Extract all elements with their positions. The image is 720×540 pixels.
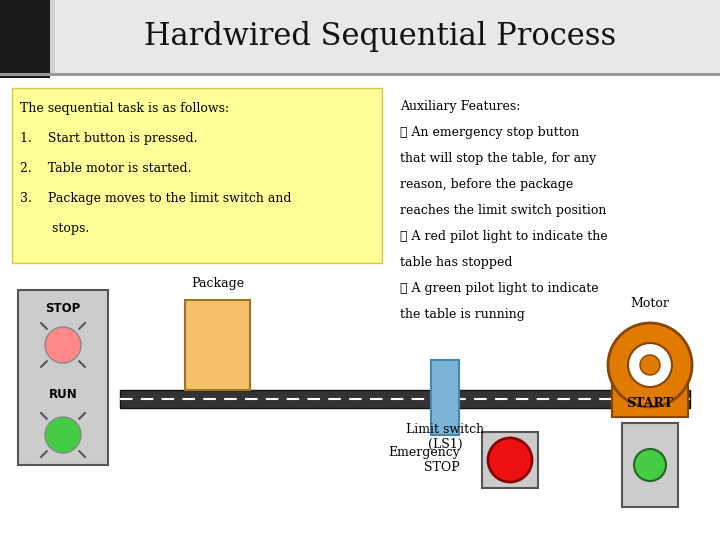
Text: Motor: Motor xyxy=(631,297,670,310)
Circle shape xyxy=(634,449,666,481)
Text: ➤ A red pilot light to indicate the: ➤ A red pilot light to indicate the xyxy=(400,230,608,243)
Text: Hardwired Sequential Process: Hardwired Sequential Process xyxy=(144,22,616,52)
Text: ➤ An emergency stop button: ➤ An emergency stop button xyxy=(400,126,580,139)
Text: that will stop the table, for any: that will stop the table, for any xyxy=(400,152,596,165)
Text: Auxiliary Features:: Auxiliary Features: xyxy=(400,100,521,113)
Text: 1.    Start button is pressed.: 1. Start button is pressed. xyxy=(20,132,197,145)
Text: The sequential task is as follows:: The sequential task is as follows: xyxy=(20,102,229,115)
Circle shape xyxy=(608,323,692,407)
Circle shape xyxy=(45,417,81,453)
Text: 3.    Package moves to the limit switch and: 3. Package moves to the limit switch and xyxy=(20,192,292,205)
Text: ➤ A green pilot light to indicate: ➤ A green pilot light to indicate xyxy=(400,282,598,295)
Circle shape xyxy=(45,327,81,363)
FancyBboxPatch shape xyxy=(185,300,250,390)
Text: stops.: stops. xyxy=(20,222,89,235)
FancyBboxPatch shape xyxy=(612,382,688,417)
Circle shape xyxy=(640,355,660,375)
Text: Emergency
STOP: Emergency STOP xyxy=(388,446,460,474)
Text: Limit switch
(LS1): Limit switch (LS1) xyxy=(406,423,484,451)
FancyBboxPatch shape xyxy=(0,0,720,75)
FancyBboxPatch shape xyxy=(482,432,538,488)
FancyBboxPatch shape xyxy=(622,423,678,507)
Circle shape xyxy=(628,343,672,387)
Circle shape xyxy=(488,438,532,482)
FancyBboxPatch shape xyxy=(12,88,382,263)
FancyBboxPatch shape xyxy=(18,290,108,465)
Text: START: START xyxy=(626,397,673,410)
Text: reason, before the package: reason, before the package xyxy=(400,178,573,191)
Text: RUN: RUN xyxy=(49,388,77,402)
FancyBboxPatch shape xyxy=(0,73,720,76)
FancyBboxPatch shape xyxy=(120,390,690,408)
Text: 2.    Table motor is started.: 2. Table motor is started. xyxy=(20,162,192,175)
FancyBboxPatch shape xyxy=(431,360,459,435)
FancyBboxPatch shape xyxy=(55,0,720,75)
Text: Package: Package xyxy=(191,277,244,290)
Text: STOP: STOP xyxy=(45,301,81,314)
Text: reaches the limit switch position: reaches the limit switch position xyxy=(400,204,606,217)
FancyBboxPatch shape xyxy=(0,0,50,78)
Text: the table is running: the table is running xyxy=(400,308,525,321)
Text: table has stopped: table has stopped xyxy=(400,256,513,269)
